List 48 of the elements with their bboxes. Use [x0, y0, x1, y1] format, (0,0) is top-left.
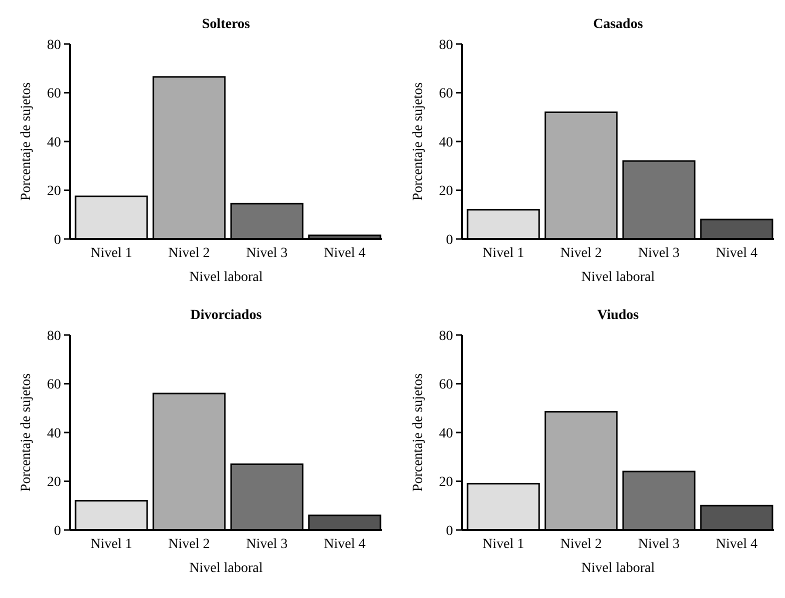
y-axis-title: Porcentaje de sujetos [411, 82, 426, 201]
y-tick-label: 40 [47, 426, 61, 442]
x-tick-label: Nivel 3 [638, 537, 680, 552]
y-tick-label: 0 [446, 232, 453, 248]
x-tick-label: Nivel 2 [560, 246, 602, 261]
y-axis-title: Porcentaje de sujetos [19, 373, 34, 492]
chart-title: Viudos [597, 308, 640, 323]
y-tick-label: 40 [439, 135, 453, 150]
y-tick-label: 20 [47, 475, 61, 490]
y-tick-label: 0 [54, 232, 61, 248]
y-tick-label: 20 [439, 475, 453, 490]
y-tick-label: 40 [47, 135, 61, 150]
x-tick-label: Nivel 4 [716, 537, 758, 552]
x-tick-label: Nivel 1 [482, 246, 524, 261]
y-tick-label: 40 [439, 426, 453, 442]
chart-title: Casados [593, 17, 644, 32]
y-axis-title: Porcentaje de sujetos [19, 82, 34, 201]
x-tick-label: Nivel 3 [246, 537, 288, 552]
y-tick-label: 80 [47, 38, 61, 53]
y-tick-label: 80 [439, 328, 453, 344]
x-tick-label: Nivel 3 [638, 246, 680, 261]
x-tick-label: Nivel 4 [716, 246, 758, 261]
x-tick-label: Nivel 1 [90, 537, 132, 552]
x-tick-label: Nivel 2 [168, 537, 210, 552]
x-tick-label: Nivel 4 [324, 246, 366, 261]
x-tick-label: Nivel 1 [90, 246, 132, 261]
x-tick-label: Nivel 2 [168, 246, 210, 261]
chart-title: Solteros [202, 17, 251, 32]
x-axis-title: Nivel laboral [581, 270, 655, 285]
y-tick-label: 20 [47, 184, 61, 200]
x-axis-title: Nivel laboral [189, 561, 263, 576]
y-tick-label: 60 [439, 86, 453, 102]
y-tick-label: 60 [47, 378, 61, 393]
x-axis-title: Nivel laboral [581, 561, 655, 576]
y-tick-label: 60 [47, 86, 61, 102]
chart-title: Divorciados [190, 308, 262, 323]
x-axis-title: Nivel laboral [189, 270, 263, 285]
y-tick-label: 0 [54, 524, 61, 539]
y-tick-label: 60 [439, 378, 453, 393]
x-tick-label: Nivel 3 [246, 246, 288, 261]
y-tick-label: 80 [47, 328, 61, 344]
x-tick-label: Nivel 2 [560, 537, 602, 552]
x-tick-label: Nivel 1 [482, 537, 524, 552]
y-tick-label: 20 [439, 184, 453, 200]
y-tick-label: 0 [446, 524, 453, 539]
y-tick-label: 80 [439, 38, 453, 53]
x-tick-label: Nivel 4 [324, 537, 366, 552]
y-axis-title: Porcentaje de sujetos [411, 373, 426, 492]
